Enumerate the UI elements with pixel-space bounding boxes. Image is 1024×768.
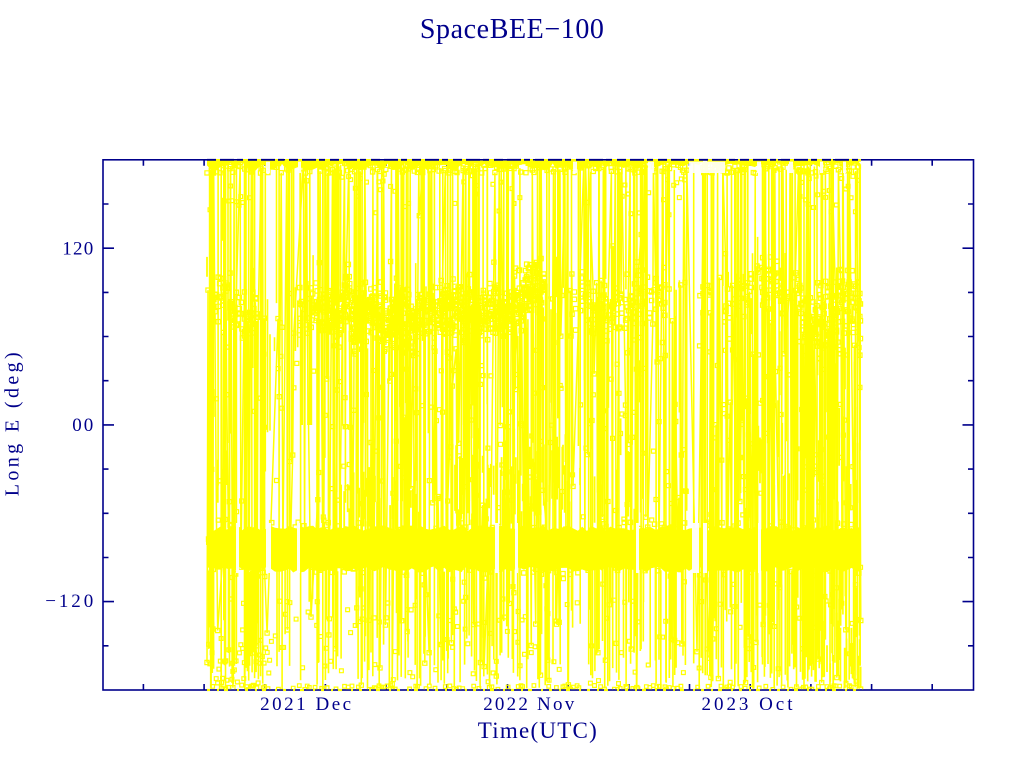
svg-text:Time(UTC): Time(UTC): [478, 718, 597, 743]
svg-text:Long E (deg): Long E (deg): [1, 352, 23, 496]
svg-text:120: 120: [62, 239, 93, 260]
svg-text:2023 Oct: 2023 Oct: [702, 694, 794, 715]
svg-text:2021 Dec: 2021 Dec: [260, 694, 351, 715]
svg-text:SpaceBEE−100: SpaceBEE−100: [420, 14, 604, 45]
